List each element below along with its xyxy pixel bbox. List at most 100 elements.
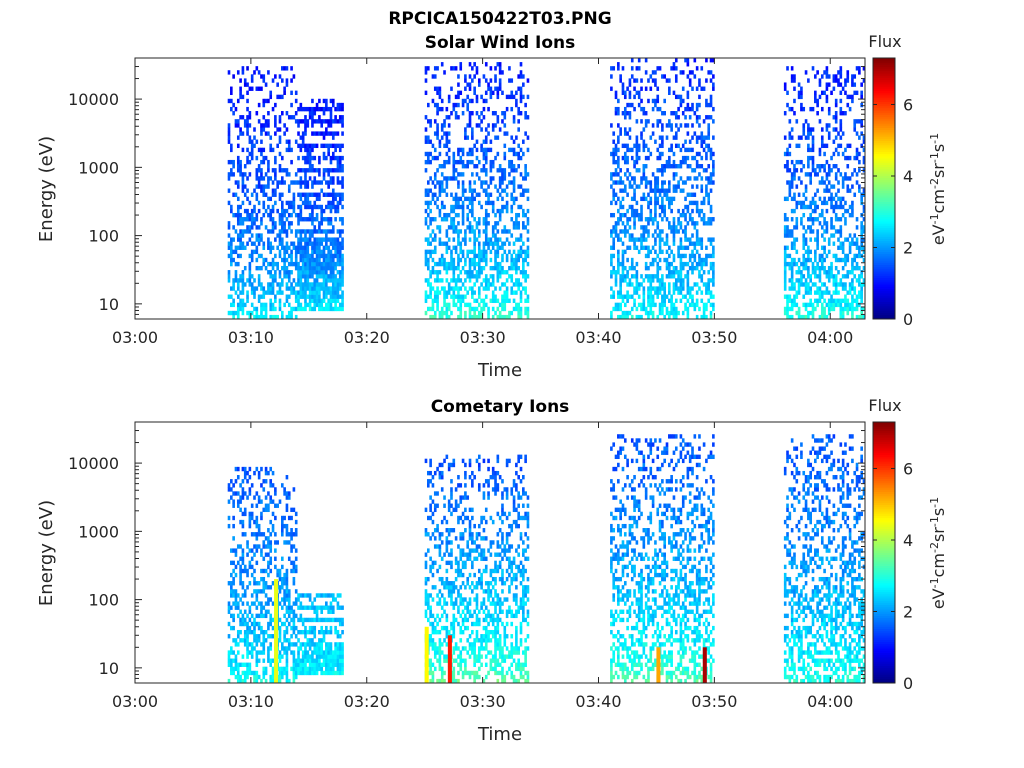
spectrogram-cell — [257, 638, 261, 643]
spectrogram-cell — [809, 127, 812, 132]
spectrogram-cell — [665, 196, 669, 202]
spectrogram-cell — [230, 204, 233, 210]
spectrogram-cell — [331, 261, 335, 267]
spectrogram-cell — [283, 265, 286, 271]
spectrogram-cell — [461, 111, 465, 116]
spectrogram-cell — [800, 159, 803, 165]
spectrogram-cell — [450, 253, 453, 259]
spectrogram-cell — [674, 143, 678, 149]
spectrogram-cell — [243, 172, 247, 177]
spectrogram-cell — [793, 298, 796, 303]
spectrogram-cell — [640, 225, 643, 230]
spectrogram-cell — [515, 265, 518, 271]
spectrogram-cell — [802, 294, 806, 299]
spectrogram-cell — [712, 151, 715, 157]
spectrogram-cell — [610, 286, 613, 291]
spectrogram-cell — [786, 102, 789, 108]
spectrogram-cell — [440, 314, 444, 320]
spectrogram-cell — [250, 249, 254, 255]
spectrogram-cell — [257, 237, 261, 242]
spectrogram-cell — [853, 298, 857, 303]
spectrogram-cell — [227, 131, 231, 136]
spectrogram-cell — [640, 212, 643, 218]
spectrogram-cell — [436, 306, 439, 312]
spectrogram-cell — [227, 294, 231, 299]
spectrogram-cell — [471, 66, 474, 71]
spectrogram-cell — [315, 106, 319, 112]
spectrogram-cell — [686, 102, 690, 108]
spectrogram-cell — [304, 233, 307, 238]
spectrogram-cell — [707, 115, 711, 120]
spectrogram-cell — [271, 286, 275, 291]
spectrogram-cell — [285, 168, 289, 173]
spectrogram-cell — [834, 74, 838, 79]
spectrogram-cell — [498, 212, 502, 218]
spectrogram-cell — [264, 225, 268, 230]
spectrogram-cell — [304, 294, 307, 299]
spectrogram-cell — [649, 306, 653, 312]
spectrogram-cell — [466, 204, 470, 210]
spectrogram-cell — [839, 143, 843, 149]
spectrogram-cell — [788, 192, 792, 197]
spectrogram-cell — [519, 290, 523, 295]
spectrogram-cell — [612, 131, 616, 136]
spectrogram-cell — [672, 62, 676, 67]
spectrogram-cell — [283, 131, 286, 136]
spectrogram-cell — [823, 282, 826, 287]
spectrogram-cell — [294, 139, 298, 144]
spectrogram-cell — [230, 548, 233, 553]
spectrogram-cell — [814, 253, 817, 259]
spectrogram-cell — [841, 196, 845, 202]
spectrogram-cell — [315, 270, 319, 275]
spectrogram-cell — [619, 302, 622, 308]
spectrogram-cell — [503, 143, 507, 149]
spectrogram-cell — [297, 241, 300, 246]
spectrogram-cell — [429, 188, 432, 193]
spectrogram-cell — [255, 523, 259, 529]
spectrogram-cell — [841, 212, 845, 218]
spectrogram-cell — [262, 192, 266, 197]
spectrogram-cell — [255, 86, 259, 91]
spectrogram-cell — [243, 507, 247, 513]
spectrogram-cell — [628, 237, 632, 242]
spectrogram-cell — [429, 217, 432, 222]
spectrogram-cell — [844, 253, 847, 259]
spectrogram-cell — [239, 253, 242, 259]
spectrogram-cell — [619, 131, 622, 136]
spectrogram-cell — [786, 253, 789, 259]
spectrogram-cell — [299, 257, 303, 263]
spectrogram-cell — [450, 192, 453, 197]
spectrogram-cell — [709, 302, 713, 308]
spectrogram-cell — [311, 274, 314, 279]
spectrogram-cell — [651, 310, 655, 316]
spectrogram-cell — [269, 298, 273, 303]
spectrogram-cell — [804, 204, 808, 210]
spectrogram-cell — [248, 123, 252, 128]
spectrogram-cell — [677, 253, 680, 259]
spectrogram-cell — [674, 131, 678, 136]
spectrogram-cell — [250, 483, 254, 488]
spectrogram-cell — [318, 298, 321, 303]
spectrogram-cell — [688, 286, 692, 291]
spectrogram-cell — [832, 290, 836, 295]
colorbar-tick-label: 6 — [903, 95, 913, 114]
spectrogram-cell — [433, 249, 437, 255]
spectrogram-cell — [239, 90, 242, 96]
spectrogram-cell — [844, 302, 847, 308]
spectrogram-cell — [236, 286, 240, 291]
spectrogram-cell — [841, 131, 845, 136]
spectrogram-cell — [668, 196, 671, 202]
spectrogram-cell — [236, 605, 240, 610]
spectrogram-cell — [320, 261, 324, 267]
spectrogram-cell — [262, 241, 266, 246]
spectrogram-cell — [524, 286, 527, 291]
spectrogram-cell — [695, 233, 699, 238]
spectrogram-cell — [243, 265, 247, 271]
colorbar-segment — [873, 210, 895, 213]
spectrogram-cell — [684, 180, 687, 185]
spectrogram-cell — [227, 225, 231, 230]
spectrogram-cell — [246, 470, 249, 476]
spectrogram-cell — [811, 139, 815, 144]
spectrogram-cell — [684, 159, 687, 165]
spectrogram-cell — [677, 229, 680, 234]
